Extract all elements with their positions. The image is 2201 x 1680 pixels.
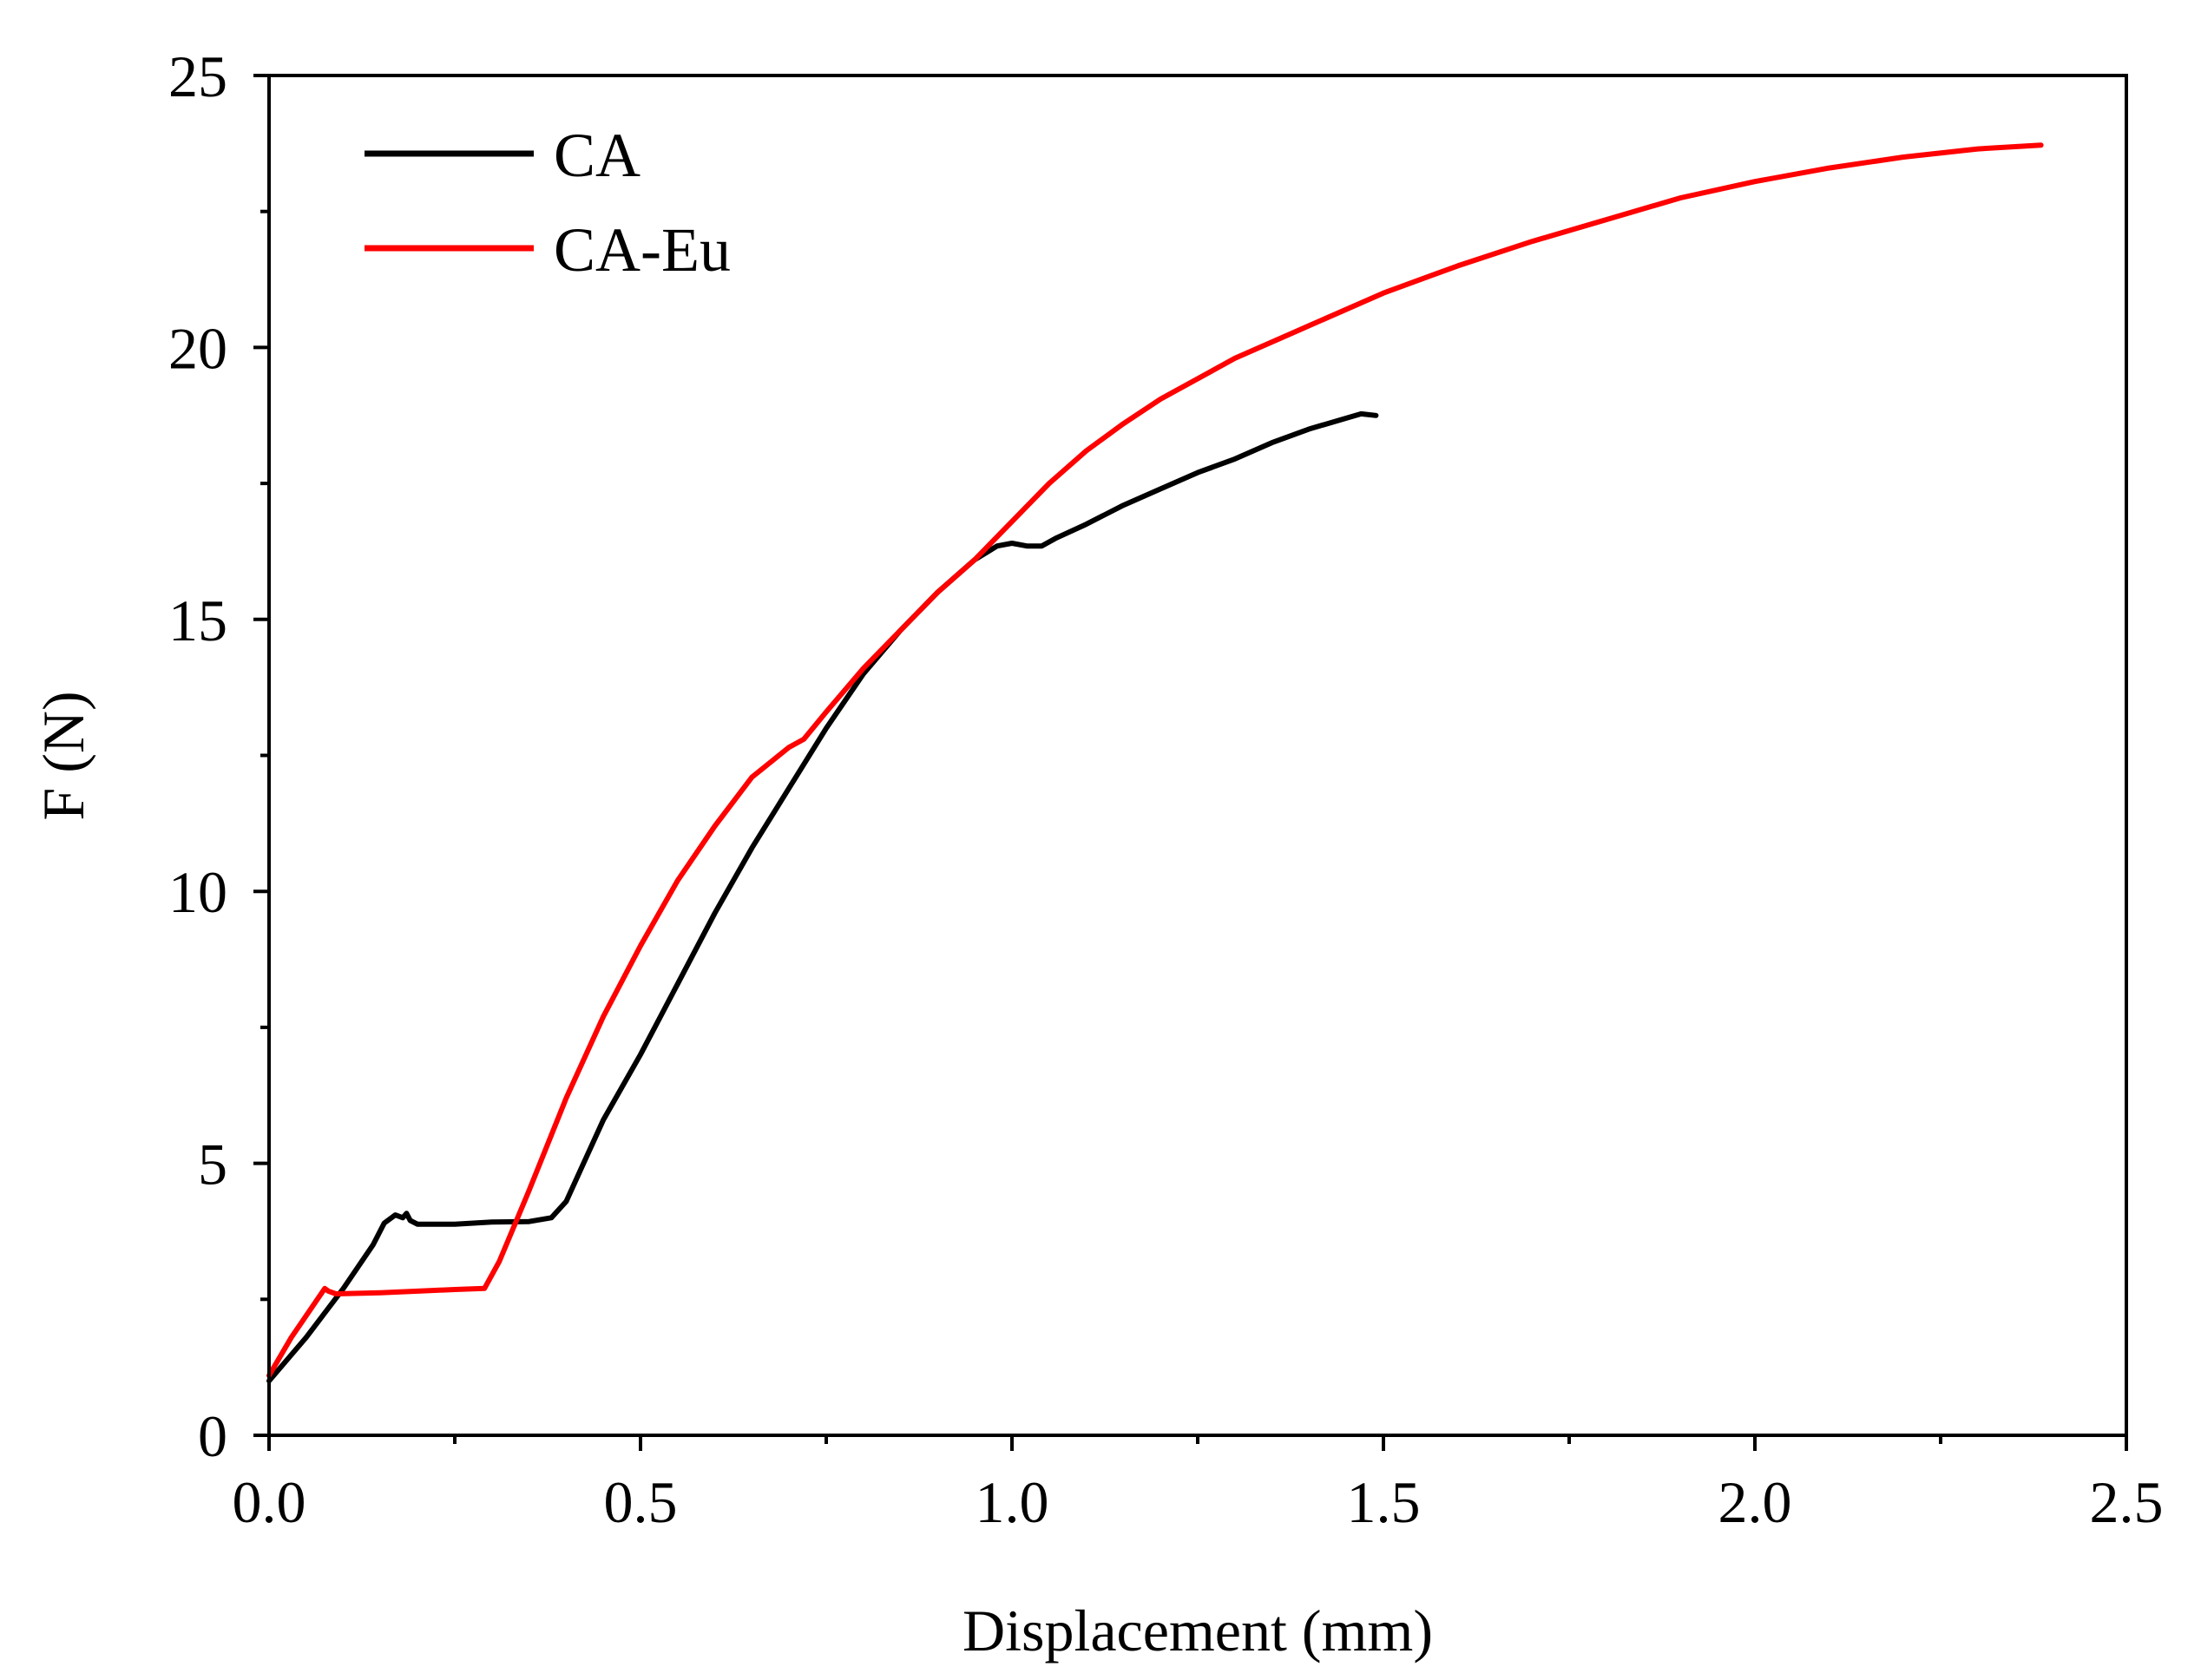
y-axis-ticks: 0 5 10 15 20 25 (168, 43, 269, 1469)
x-tick-label: 2.0 (1718, 1469, 1792, 1535)
y-tick-label: 15 (168, 587, 227, 653)
y-axis-title: F (N) (30, 691, 96, 820)
y-tick-label: 5 (198, 1132, 227, 1198)
legend-label-ca-eu: CA-Eu (554, 215, 731, 285)
x-axis-ticks: 0.0 0.5 1.0 1.5 2.0 2.5 (233, 1435, 2164, 1535)
x-tick-label: 1.5 (1347, 1469, 1421, 1535)
plot-lines (266, 142, 2044, 1384)
y-tick-label: 20 (168, 315, 227, 381)
x-tick-label: 1.0 (976, 1469, 1049, 1535)
x-tick-label: 0.0 (233, 1469, 306, 1535)
series-line-ca (266, 410, 1379, 1384)
y-tick-label: 0 (198, 1403, 227, 1469)
series-line-ca-eu (266, 142, 2044, 1379)
x-axis-title: Displacement (mm) (963, 1598, 1433, 1664)
y-tick-label: 10 (168, 859, 227, 925)
plot-frame (267, 74, 2128, 1437)
y-tick-label: 25 (168, 43, 227, 109)
legend-label-ca: CA (554, 121, 641, 190)
x-tick-label: 2.5 (2090, 1469, 2164, 1535)
legend: CA CA-Eu (365, 121, 731, 285)
x-tick-label: 0.5 (604, 1469, 678, 1535)
